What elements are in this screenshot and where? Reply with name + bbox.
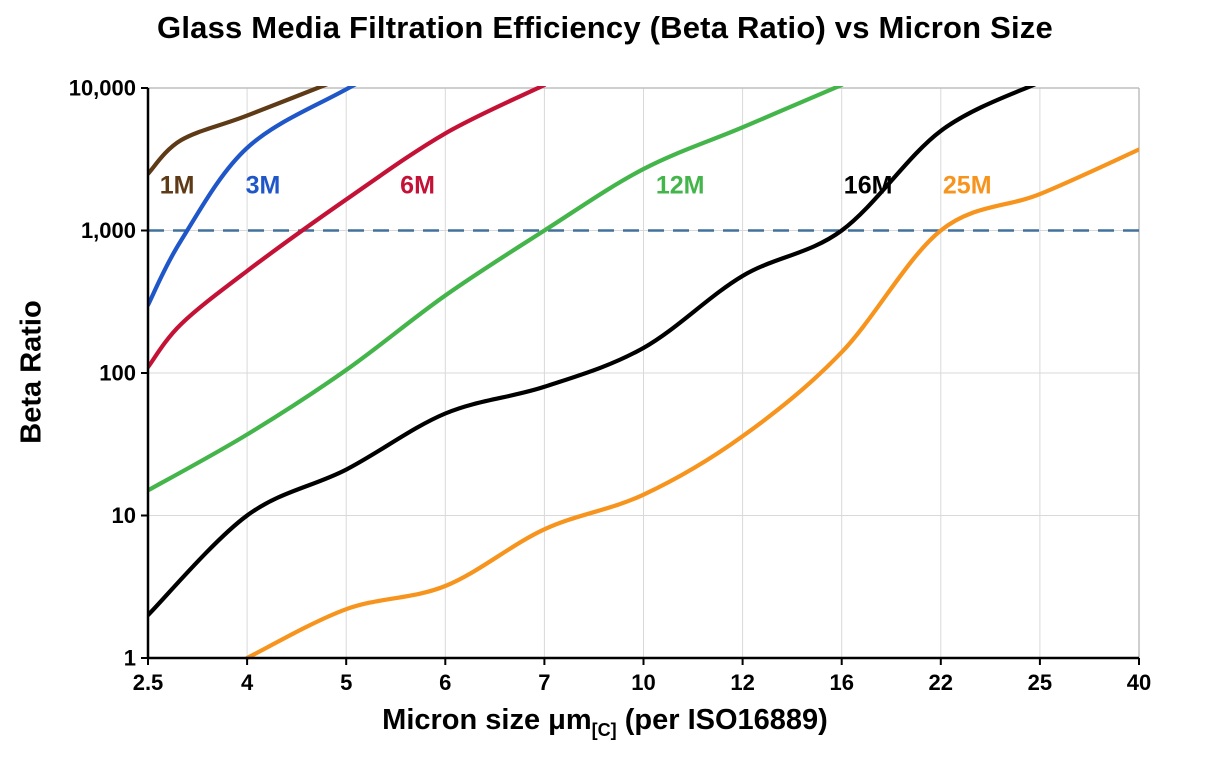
series-label-12M: 12M — [656, 171, 705, 199]
x-tick-label: 10 — [631, 670, 655, 695]
x-axis-title-rest: (per ISO16889) — [616, 704, 828, 736]
x-tick-label: 40 — [1127, 670, 1151, 695]
x-tick-label: 12 — [730, 670, 754, 695]
y-tick-label: 100 — [99, 361, 136, 386]
series-curve-3M — [148, 86, 357, 308]
series-label-6M: 6M — [400, 171, 435, 199]
y-tick-label: 10,000 — [69, 76, 136, 101]
x-tick-label: 4 — [241, 670, 254, 695]
y-tick-label: 1 — [124, 646, 136, 671]
x-tick-label: 16 — [829, 670, 853, 695]
y-axis-title: Beta Ratio — [15, 300, 48, 444]
x-tick-label: 6 — [439, 670, 451, 695]
x-tick-label: 2.5 — [133, 670, 164, 695]
x-tick-label: 22 — [929, 670, 953, 695]
x-tick-label: 25 — [1028, 670, 1052, 695]
chart-title: Glass Media Filtration Efficiency (Beta … — [157, 10, 1053, 45]
series-label-3M: 3M — [246, 171, 281, 199]
series-curve-1M — [148, 86, 329, 176]
series-curve-12M — [148, 86, 844, 493]
series-label-16M: 16M — [844, 171, 893, 199]
x-axis-title-subscript: [C] — [591, 720, 617, 740]
x-axis-title-main: Micron size μm — [382, 704, 592, 736]
x-tick-label: 7 — [538, 670, 550, 695]
x-tick-label: 5 — [340, 670, 352, 695]
x-axis-title: Micron size μm[C] (per ISO16889) — [0, 704, 1210, 740]
y-tick-label: 10 — [112, 503, 136, 528]
series-curve-16M — [148, 86, 1037, 618]
series-curve-6M — [148, 86, 547, 370]
y-tick-label: 1,000 — [81, 218, 136, 243]
series-label-25M: 25M — [943, 171, 992, 199]
series-label-1M: 1M — [160, 171, 195, 199]
series-curve-25M — [245, 147, 1139, 660]
